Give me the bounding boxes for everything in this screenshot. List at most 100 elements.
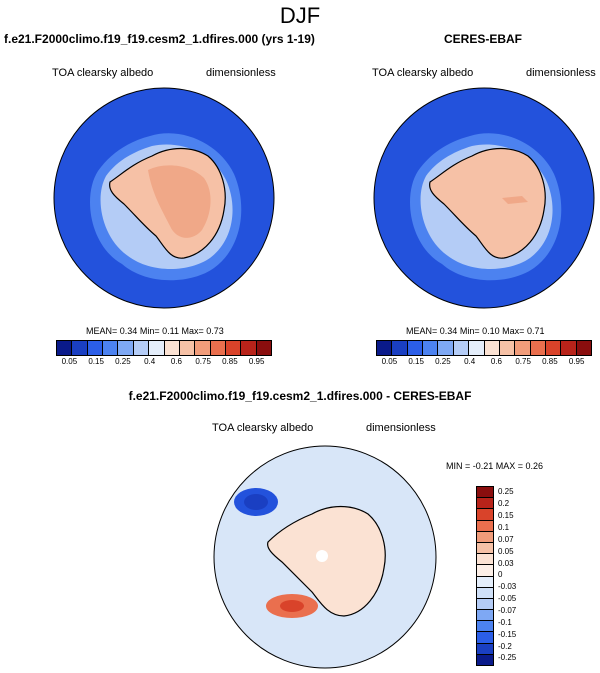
right-stats: MEAN= 0.34 Min= 0.10 Max= 0.71 <box>406 326 544 336</box>
right-units-label: dimensionless <box>526 67 596 79</box>
right-colorbar-tick: 0.95 <box>568 357 585 366</box>
diff-colorbar-color-1 <box>477 498 493 510</box>
diff-units-label: dimensionless <box>366 422 436 434</box>
diff-polar-map <box>213 445 437 669</box>
diff-colorbar-color-15 <box>477 654 493 665</box>
left-colorbar-color-4 <box>118 341 134 355</box>
right-colorbar-color-10 <box>530 341 546 355</box>
left-colorbar-color-12 <box>241 341 257 355</box>
diff-map-pole-gap <box>316 550 328 562</box>
diff-colorbar-tick: 0.15 <box>498 511 514 521</box>
right-colorbar <box>376 340 592 356</box>
right-colorbar-tick: 0.15 <box>408 357 424 366</box>
left-colorbar-color-7 <box>164 341 180 355</box>
left-colorbar-color-11 <box>225 341 242 355</box>
right-colorbar-tick: 0.85 <box>542 357 558 366</box>
diff-case-title: f.e21.F2000climo.f19_f19.cesm2_1.dfires.… <box>128 389 472 403</box>
right-colorbar-tick: 0.75 <box>515 357 531 366</box>
left-colorbar-tick: 0.25 <box>115 357 131 366</box>
diff-colorbar-color-2 <box>477 509 493 521</box>
left-colorbar-tick: 0.15 <box>88 357 104 366</box>
left-colorbar-color-3 <box>103 341 119 355</box>
left-max-label: Max= <box>181 326 204 336</box>
left-case-title: f.e21.F2000climo.f19_f19.cesm2_1.dfires.… <box>4 32 315 46</box>
left-colorbar-tick: 0.95 <box>248 357 265 366</box>
left-polar-map <box>53 87 275 309</box>
right-colorbar-color-13 <box>576 341 592 355</box>
left-colorbar-color-13 <box>256 341 272 355</box>
left-colorbar-color-6 <box>149 341 165 355</box>
right-colorbar-color-6 <box>469 341 485 355</box>
right-colorbar-color-0 <box>377 341 393 355</box>
diff-colorbar-color-4 <box>477 531 493 543</box>
right-min-value: 0.10 <box>482 326 500 336</box>
right-colorbar-color-3 <box>423 341 439 355</box>
figure-title: DJF <box>279 3 321 28</box>
diff-colorbar-tick: -0.1 <box>498 617 512 627</box>
diff-colorbar-color-12 <box>477 621 493 633</box>
diff-colorbar-tick: -0.25 <box>498 653 517 663</box>
diff-colorbar-tick: 0.03 <box>498 558 514 568</box>
right-min-label: Min= <box>459 326 480 336</box>
right-colorbar-color-4 <box>438 341 454 355</box>
right-colorbar-tick: 0.25 <box>435 357 451 366</box>
diff-colorbar-tick: 0.2 <box>498 499 510 509</box>
diff-colorbar-tick: 0.05 <box>498 546 514 556</box>
right-colorbar-color-1 <box>392 341 408 355</box>
right-colorbar-color-5 <box>453 341 470 355</box>
right-colorbar-color-12 <box>561 341 577 355</box>
left-colorbar-ticks: 0.05 0.15 0.25 0.4 0.6 0.75 0.85 0.95 <box>56 357 270 366</box>
left-min-value: 0.11 <box>162 326 179 336</box>
right-colorbar-color-9 <box>515 341 531 355</box>
diff-colorbar-color-3 <box>477 520 493 532</box>
right-colorbar-tick: 0.05 <box>381 357 398 366</box>
right-colorbar-color-8 <box>499 341 516 355</box>
right-colorbar-color-7 <box>484 341 500 355</box>
right-colorbar-color-11 <box>545 341 562 355</box>
diff-colorbar-color-9 <box>477 587 493 599</box>
diff-colorbar-tick: -0.03 <box>498 582 517 592</box>
right-polar-map <box>373 87 595 309</box>
diff-colorbar-tick: 0.25 <box>498 487 514 497</box>
left-units-label: dimensionless <box>206 67 276 79</box>
right-mean-value: 0.34 <box>439 326 458 336</box>
left-map-interior <box>148 165 211 238</box>
diff-colorbar-tick: -0.15 <box>498 629 517 639</box>
right-colorbar-tick: 0.6 <box>490 357 502 366</box>
diff-colorbar-color-10 <box>477 598 493 611</box>
diff-colorbar-color-6 <box>477 554 493 566</box>
diff-stats: MIN = -0.21 MAX = 0.26 <box>446 461 544 471</box>
diff-colorbar-tick: -0.2 <box>498 641 512 651</box>
right-max-value: 0.71 <box>526 326 545 336</box>
left-max-value: 0.73 <box>206 326 224 336</box>
left-colorbar-color-10 <box>210 341 226 355</box>
right-variable-label: TOA clearsky albedo <box>372 67 474 79</box>
diff-map-antarctica <box>267 505 386 617</box>
diff-colorbar-color-5 <box>477 542 493 555</box>
diff-colorbar-color-13 <box>477 632 493 644</box>
right-max-label: Max= <box>502 326 525 336</box>
diff-colorbar-tick: 0.07 <box>498 534 514 544</box>
diff-colorbar-tick: 0 <box>498 570 503 580</box>
diff-colorbar-color-14 <box>477 643 493 655</box>
diff-colorbar-tick: -0.07 <box>498 606 517 616</box>
right-case-title: CERES-EBAF <box>444 32 523 46</box>
left-colorbar-color-8 <box>179 341 196 355</box>
left-mean-value: 0.34 <box>119 326 138 336</box>
diff-colorbar <box>476 486 494 666</box>
left-colorbar-tick: 0.05 <box>61 357 78 366</box>
left-stats: MEAN= 0.34 Min= 0.11 Max= 0.73 <box>86 326 224 336</box>
diff-map-negative-core <box>244 494 268 510</box>
diff-variable-label: TOA clearsky albedo <box>212 422 314 434</box>
left-min-label: Min= <box>139 326 160 336</box>
right-map-antarctica <box>429 147 546 259</box>
diff-colorbar-tick: -0.05 <box>498 594 517 604</box>
left-colorbar-color-0 <box>57 341 73 355</box>
diff-colorbar-ticks: 0.25 0.2 0.15 0.1 0.07 0.05 0.03 0 -0.03 -0.05 -0.… <box>498 486 516 664</box>
right-colorbar-tick: 0.4 <box>464 357 476 366</box>
diff-colorbar-color-0 <box>477 487 493 499</box>
diff-colorbar-color-11 <box>477 610 493 622</box>
left-colorbar-tick: 0.75 <box>195 357 211 366</box>
diff-map-positive-core <box>280 600 304 612</box>
left-colorbar-color-9 <box>195 341 211 355</box>
